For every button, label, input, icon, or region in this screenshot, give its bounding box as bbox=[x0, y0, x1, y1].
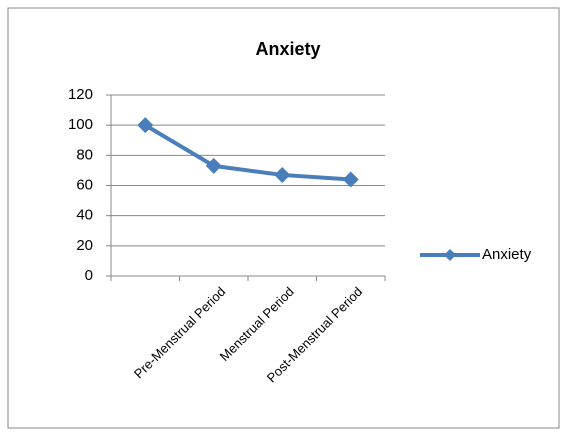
point-marker bbox=[274, 166, 291, 183]
y-tick-label: 120 bbox=[68, 86, 93, 103]
y-tick-label: 60 bbox=[76, 176, 93, 193]
point-marker bbox=[342, 171, 359, 188]
point-marker bbox=[137, 117, 154, 134]
series-line bbox=[144, 123, 351, 182]
y-tick-label: 80 bbox=[76, 146, 93, 163]
legend-label: Anxiety bbox=[482, 246, 532, 263]
y-tick-label: 40 bbox=[76, 207, 93, 224]
chart-title: Anxiety bbox=[255, 39, 320, 59]
y-tick-label: 0 bbox=[85, 267, 93, 284]
y-tick-label: 100 bbox=[68, 116, 93, 133]
y-tick-label: 20 bbox=[76, 237, 93, 254]
legend-marker bbox=[444, 249, 456, 261]
chart-frame bbox=[7, 7, 560, 429]
point-marker bbox=[205, 157, 222, 174]
